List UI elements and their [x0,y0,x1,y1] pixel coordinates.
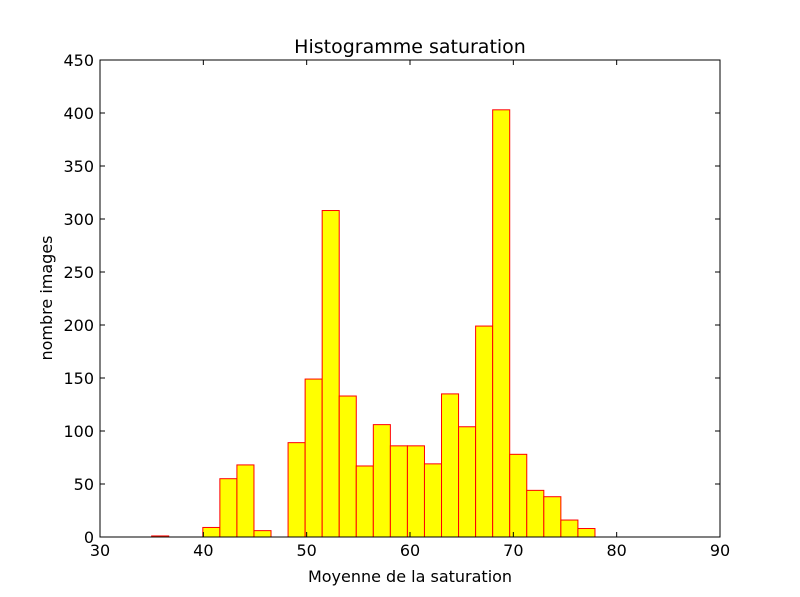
histogram-bar [304,378,323,538]
y-tick-label: 100 [63,422,94,441]
histogram-bar [219,478,238,538]
x-axis-label: Moyenne de la saturation [308,567,512,586]
y-tick-label: 200 [63,316,94,335]
histogram-bar [287,442,306,538]
histogram-bar [441,393,460,538]
histogram-bar [406,445,425,538]
x-tick-label: 80 [606,541,626,560]
x-tick-label: 90 [710,541,730,560]
histogram-bar [202,526,221,538]
x-tick-label: 50 [296,541,316,560]
x-tick-label: 70 [503,541,523,560]
histogram-bar [321,210,340,538]
y-tick-label: 250 [63,263,94,282]
histogram-bar [475,325,494,538]
y-tick-label: 350 [63,157,94,176]
y-tick-label: 150 [63,369,94,388]
histogram-bar [338,395,357,538]
histogram-bar [355,465,374,538]
histogram-bar [492,109,511,538]
histogram-bar [526,489,545,538]
y-tick-label: 450 [63,51,94,70]
histogram-bar [577,528,596,538]
y-axis-label: nombre images [37,236,56,361]
histogram-bar [560,519,579,538]
plot-frame [99,59,721,538]
histogram-bar [509,453,528,538]
y-tick-label: 400 [63,104,94,123]
histogram-bar [389,445,408,538]
histogram-bar [253,530,272,538]
y-tick-label: 50 [74,475,94,494]
x-tick-label: 40 [193,541,213,560]
x-tick-label: 30 [90,541,110,560]
chart-title: Histogramme saturation [294,36,526,58]
ticks-group: 30 40 50 60 70 80 90 0 50 100 150 200 250 300 350 400 45… [63,51,730,560]
histogram-bar [236,464,255,538]
y-tick-label: 300 [63,210,94,229]
x-tick-label: 60 [400,541,420,560]
histogram-bar [543,496,562,538]
y-tick-label: 0 [84,528,94,547]
histogram-bar [372,424,391,538]
histogram-bar [458,426,477,538]
histogram-bar [423,463,443,538]
